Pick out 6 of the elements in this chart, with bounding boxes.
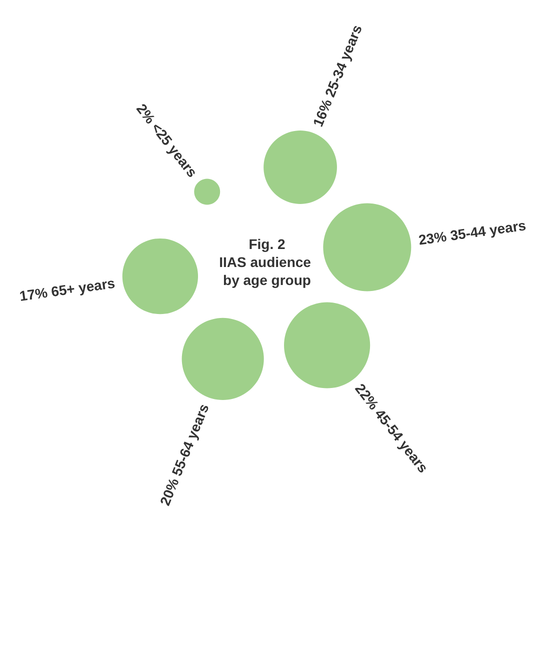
- text: IIAS audience by age group: [219, 254, 315, 288]
- data-label: 23%: [418, 228, 448, 248]
- category-label: 65+ years: [50, 274, 116, 300]
- data-label: 17%: [18, 284, 49, 304]
- text: Fig. 2: [248, 236, 286, 252]
- category-label: 35-44 years: [449, 216, 528, 244]
